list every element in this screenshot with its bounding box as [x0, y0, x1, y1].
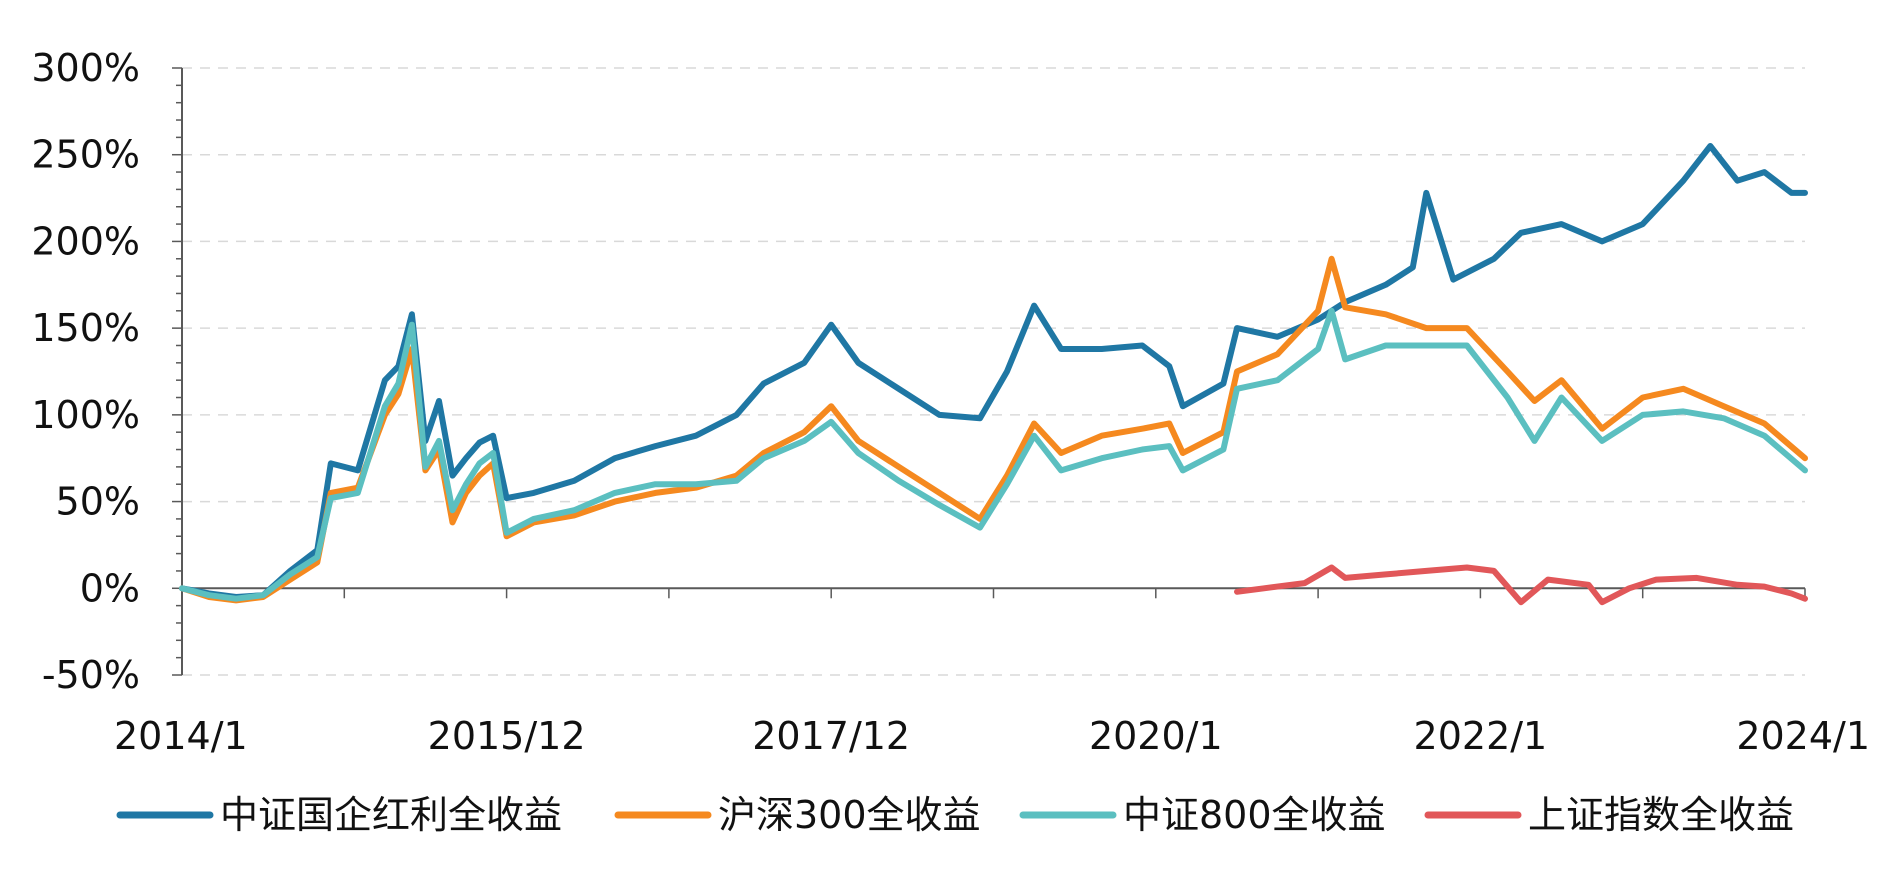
series-line-1 — [179, 143, 1808, 600]
y-tick-label: 200% — [31, 219, 140, 263]
series-line-2 — [179, 255, 1808, 604]
y-tick-label: 300% — [31, 46, 140, 90]
y-tick-label: 100% — [31, 393, 140, 437]
legend-label: 沪深300全收益 — [718, 793, 981, 837]
series-line-3 — [179, 307, 1808, 602]
y-tick-label: 250% — [31, 133, 140, 177]
legend: 中证国企红利全收益 沪深300全收益 中证800全收益 上证指数全收益 — [116, 793, 1794, 837]
series-line-4 — [1234, 564, 1808, 606]
x-tick-label: 2022/1 — [1414, 714, 1548, 758]
legend-label: 中证国企红利全收益 — [220, 793, 562, 837]
x-tick-label: 2024/1 — [1736, 714, 1870, 758]
series-lines — [179, 143, 1808, 606]
axes: 300% 250% 200% 150% 100% 50% 0% -50% 2014/1 2015/… — [31, 46, 1870, 758]
x-tick-label: 2017/12 — [752, 714, 910, 758]
y-tick-label: -50% — [42, 653, 140, 697]
x-tick-label: 2020/1 — [1089, 714, 1223, 758]
y-tick-label: 0% — [80, 566, 140, 610]
x-tick-label: 2014/1 — [114, 714, 248, 758]
legend-label: 中证800全收益 — [1123, 793, 1386, 837]
x-tick-label: 2015/12 — [428, 714, 586, 758]
y-tick-label: 50% — [56, 480, 140, 524]
y-tick-label: 150% — [31, 306, 140, 350]
legend-label: 上证指数全收益 — [1528, 793, 1794, 837]
